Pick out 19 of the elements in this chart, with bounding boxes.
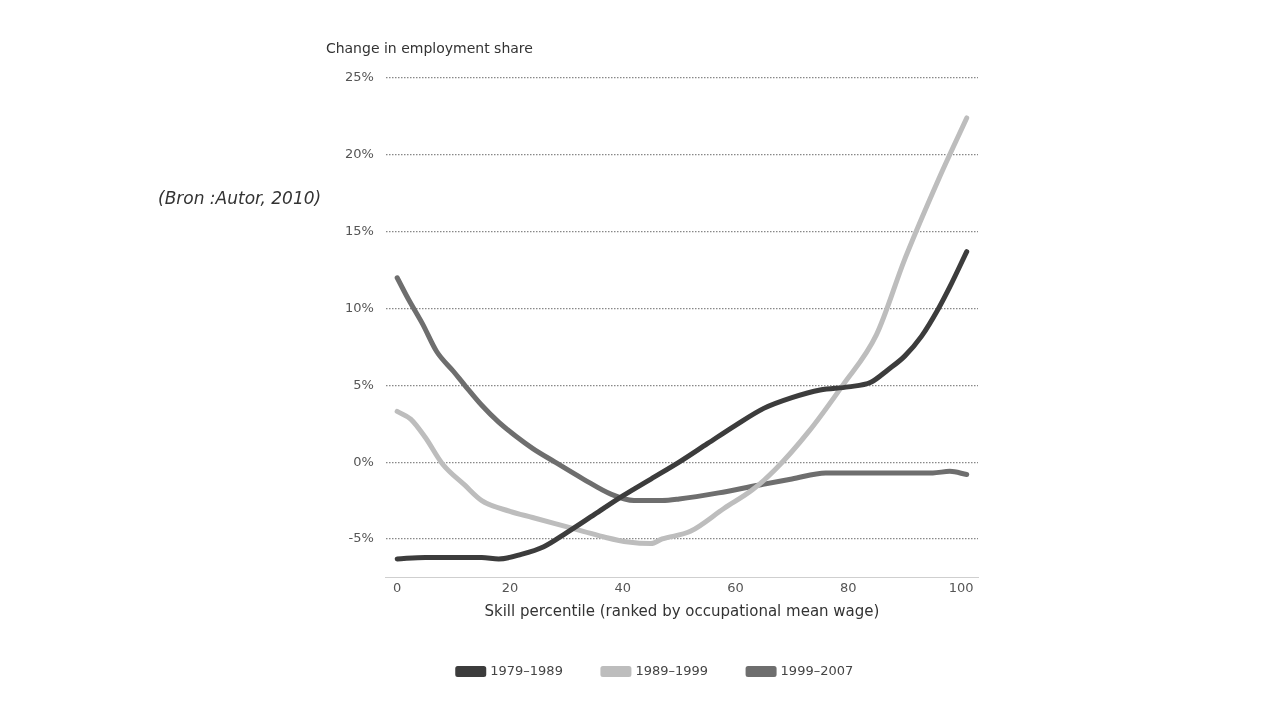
x-tick-label: 100 — [948, 579, 974, 595]
legend-label: 1979–1989 — [490, 662, 563, 678]
legend-label: 1999–2007 — [780, 662, 854, 678]
y-axis-title: Change in employment share — [325, 39, 533, 56]
x-tick-label: 20 — [501, 579, 519, 595]
legend-label: 1989–1999 — [635, 662, 709, 678]
y-tick-label: 25% — [344, 69, 374, 85]
x-axis-title: Skill percentile (ranked by occupational mean wage) — [484, 601, 880, 620]
x-tick-label: 0 — [393, 579, 402, 595]
x-tick-label: 60 — [727, 579, 744, 595]
y-tick-label: 0% — [353, 453, 374, 469]
y-tick-label: -5% — [348, 530, 374, 546]
text: (Bron :Autor, 2010) — [158, 188, 322, 209]
x-tick-label: 40 — [614, 579, 632, 595]
y-tick-label: 15% — [344, 223, 374, 239]
y-tick-label: 5% — [353, 376, 374, 392]
x-tick-label: 80 — [840, 579, 857, 595]
y-tick-label: 20% — [344, 146, 374, 162]
y-tick-label: 10% — [344, 299, 374, 315]
